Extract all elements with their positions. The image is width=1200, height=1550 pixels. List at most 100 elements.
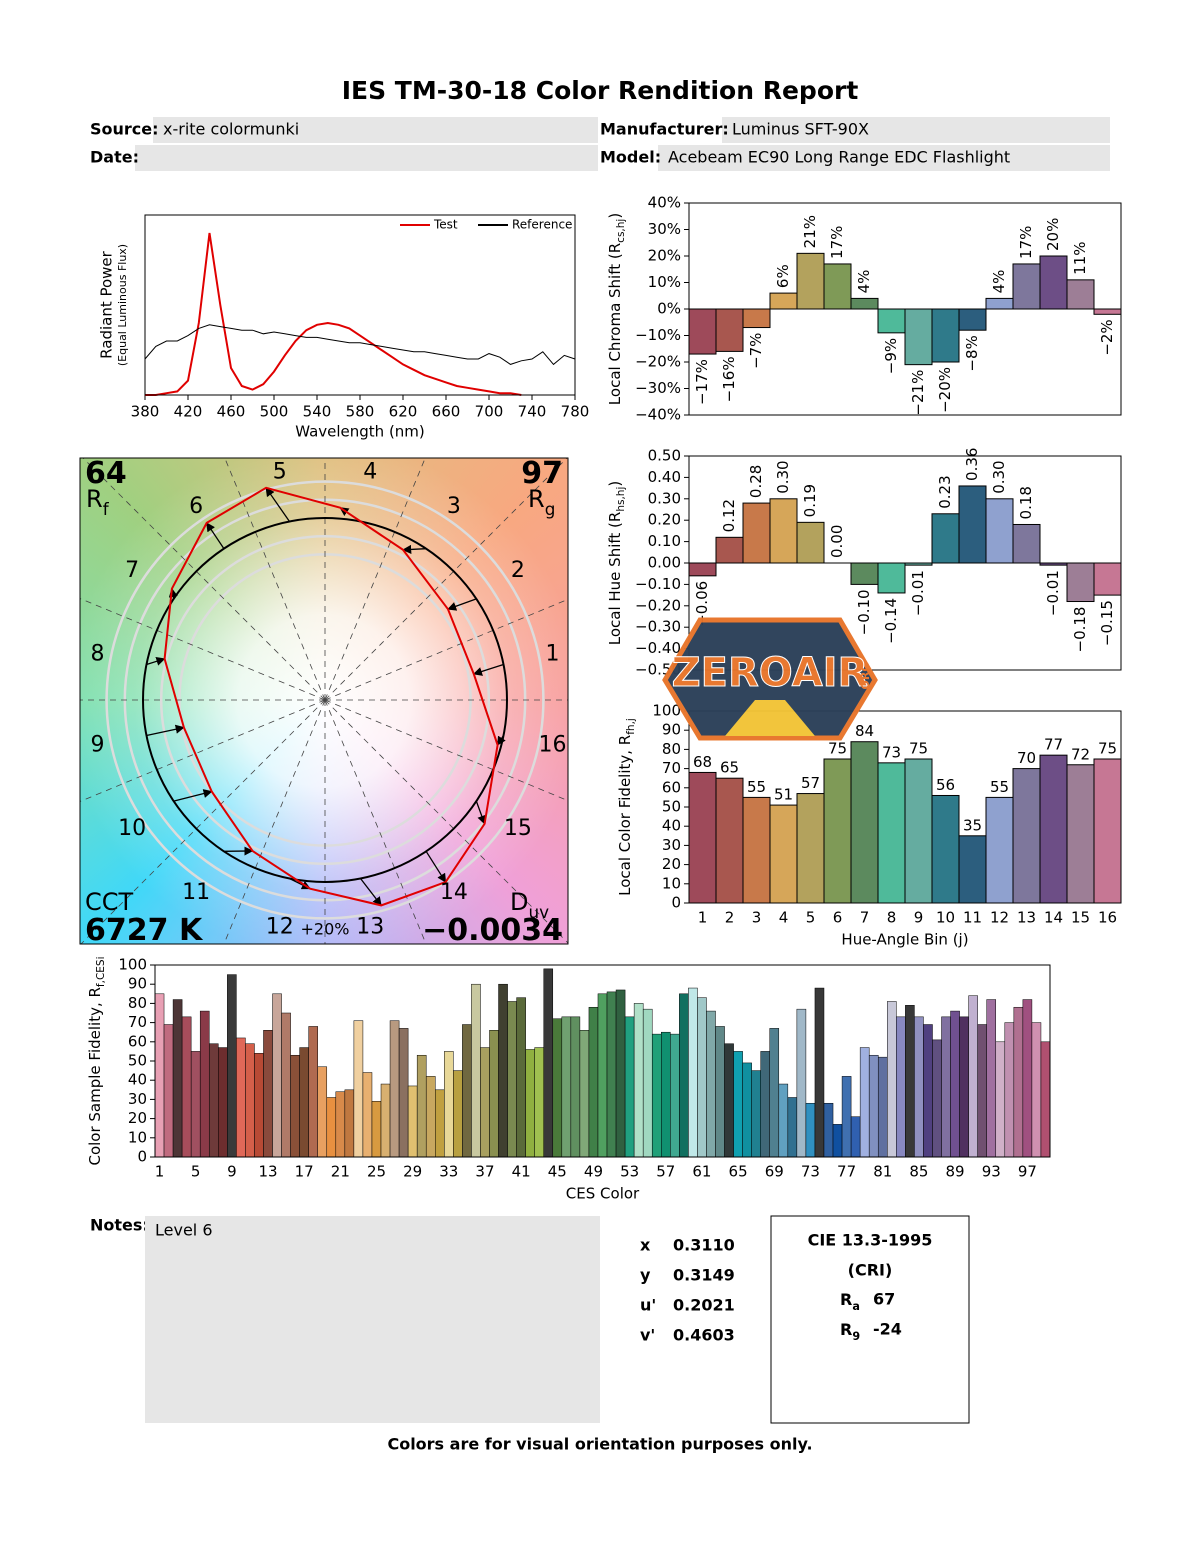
value-label: 17% bbox=[1017, 226, 1035, 259]
plot-frame bbox=[154, 964, 1051, 1158]
bar bbox=[1066, 279, 1095, 310]
y-tick-label: 20 bbox=[128, 1109, 147, 1127]
value-label: 17% bbox=[828, 226, 846, 259]
bar bbox=[715, 1026, 725, 1158]
value-label: −0.01 bbox=[909, 570, 927, 616]
y-tick-label: 0% bbox=[657, 300, 681, 318]
notes-box bbox=[145, 1216, 600, 1423]
value-label: 77 bbox=[1044, 736, 1063, 754]
bar bbox=[814, 987, 825, 1158]
y-tick-label: 0.30 bbox=[648, 489, 681, 507]
shift-arrow bbox=[359, 878, 382, 907]
value-label: −2% bbox=[1098, 319, 1116, 355]
bin-divider bbox=[80, 699, 326, 802]
bar bbox=[661, 1031, 671, 1158]
bar bbox=[877, 762, 906, 904]
bar bbox=[534, 1047, 544, 1158]
x-axis-label: Wavelength (nm) bbox=[295, 423, 425, 441]
subscript: 9 bbox=[852, 1330, 860, 1343]
x-tick-label: 14 bbox=[1044, 909, 1063, 927]
y-tick-label: 80 bbox=[662, 740, 681, 758]
x-tick-label: 620 bbox=[389, 403, 418, 421]
bar bbox=[516, 997, 526, 1158]
value-label: 84 bbox=[855, 722, 874, 740]
bar bbox=[407, 1085, 418, 1158]
text-part: 6727 K bbox=[85, 913, 204, 948]
value-label: 0.12 bbox=[720, 499, 738, 532]
rg-symbol: Rg bbox=[528, 485, 555, 519]
value-label: 0.23 bbox=[936, 475, 954, 508]
plot-frame bbox=[688, 455, 1122, 671]
y-tick-label: 30 bbox=[128, 1090, 147, 1108]
watermark-text: ZEROAIR bbox=[672, 650, 869, 696]
x-tick-label: 89 bbox=[946, 1163, 965, 1181]
bar bbox=[868, 1054, 879, 1158]
bin-divider bbox=[80, 598, 326, 701]
bar bbox=[181, 1016, 192, 1158]
field-label: Manufacturer: bbox=[600, 120, 729, 139]
bar bbox=[778, 1083, 789, 1158]
bar bbox=[1039, 255, 1068, 310]
text-part: CCT bbox=[85, 888, 134, 916]
bar bbox=[769, 498, 798, 564]
y-tick-label: 90 bbox=[128, 975, 147, 993]
bar bbox=[742, 796, 771, 904]
field-label: Source: bbox=[90, 120, 159, 139]
bar bbox=[597, 993, 608, 1158]
value-label: −0.14 bbox=[882, 598, 900, 644]
bar bbox=[688, 308, 717, 355]
bar bbox=[245, 1043, 255, 1158]
subscript: hs,hj bbox=[615, 487, 627, 512]
coord-label: y bbox=[640, 1266, 651, 1285]
bar bbox=[832, 1124, 843, 1158]
bar bbox=[1004, 1022, 1015, 1158]
bar bbox=[588, 1006, 599, 1158]
rf-value: 64 bbox=[85, 456, 127, 491]
bar bbox=[715, 308, 744, 352]
bar bbox=[859, 1047, 870, 1158]
plot-frame bbox=[688, 710, 1122, 904]
bin-divider bbox=[324, 458, 568, 701]
bar bbox=[742, 1062, 752, 1158]
x-tick-label: 700 bbox=[475, 403, 504, 421]
bar bbox=[932, 1039, 942, 1158]
scale-label: +20% bbox=[301, 920, 350, 939]
bar bbox=[633, 1003, 644, 1158]
x-tick-label: 57 bbox=[656, 1163, 675, 1181]
bar bbox=[163, 1024, 174, 1158]
value-label: 72 bbox=[1071, 745, 1090, 763]
value-label: −0.10 bbox=[855, 589, 873, 635]
x-tick-label: 2 bbox=[725, 909, 735, 927]
x-tick-label: 1 bbox=[155, 1163, 165, 1181]
bar bbox=[931, 308, 960, 363]
y-tick-label: 10% bbox=[648, 273, 681, 291]
bar bbox=[435, 1089, 445, 1158]
x-tick-label: 93 bbox=[982, 1163, 1001, 1181]
bin-label: 8 bbox=[90, 642, 104, 667]
y-tick-label: 30 bbox=[662, 836, 681, 854]
y-tick-label: 30% bbox=[648, 220, 681, 238]
coord-value: 0.4603 bbox=[673, 1326, 735, 1345]
text-part: R bbox=[840, 1290, 852, 1309]
value-label: 0.28 bbox=[747, 465, 765, 498]
bar bbox=[425, 1076, 436, 1158]
text-part: Local Hue Shift (R bbox=[606, 512, 624, 646]
bar bbox=[227, 974, 237, 1158]
bar bbox=[931, 794, 960, 904]
text-part: ) bbox=[606, 481, 624, 487]
value-label: 0.19 bbox=[801, 484, 819, 517]
legend-label: Reference bbox=[512, 218, 572, 232]
bar bbox=[299, 1047, 309, 1158]
value-label: −8% bbox=[963, 335, 981, 371]
scale-ring bbox=[159, 534, 491, 866]
value-label: 6% bbox=[774, 264, 792, 288]
cri-subtitle: (CRI) bbox=[848, 1261, 893, 1280]
bar bbox=[751, 1070, 761, 1158]
bar bbox=[760, 1051, 770, 1158]
x-tick-label: 4 bbox=[779, 909, 789, 927]
bar bbox=[985, 796, 1014, 904]
footer-note: Colors are for visual orientation purpos… bbox=[387, 1435, 812, 1454]
bar bbox=[1093, 562, 1122, 596]
bar bbox=[335, 1091, 346, 1158]
